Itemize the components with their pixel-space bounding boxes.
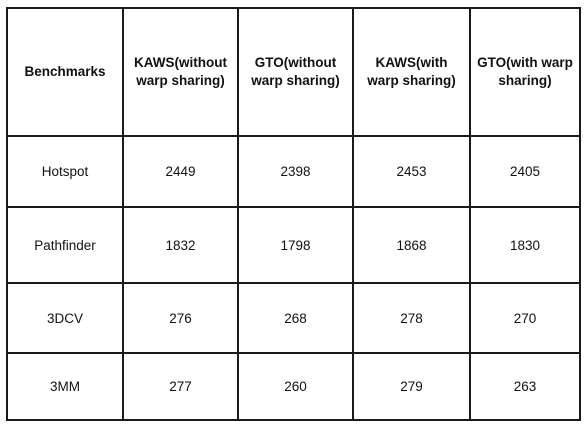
cell-gto-with: 1830 [469,206,581,284]
table-row: 3DCV 276 268 278 270 [6,282,581,354]
cell-gto-without: 268 [237,282,354,354]
cell-gto-with: 2405 [469,135,581,208]
cell-benchmark: 3MM [6,352,124,421]
cell-gto-without: 2398 [237,135,354,208]
cell-kaws-with: 1868 [352,206,471,284]
cell-kaws-without: 2449 [122,135,239,208]
cell-kaws-with: 279 [352,352,471,421]
cell-benchmark: Pathfinder [6,206,124,284]
cell-kaws-with: 2453 [352,135,471,208]
cell-gto-with: 270 [469,282,581,354]
cell-kaws-without: 1832 [122,206,239,284]
cell-kaws-with: 278 [352,282,471,354]
header-gto-without-warp-sharing: GTO(without warp sharing) [237,7,354,137]
cell-gto-without: 1798 [237,206,354,284]
benchmark-table: Benchmarks KAWS(without warp sharing) GT… [6,7,581,421]
table-row: 3MM 277 260 279 263 [6,352,581,421]
cell-kaws-without: 276 [122,282,239,354]
header-kaws-without-warp-sharing: KAWS(without warp sharing) [122,7,239,137]
header-kaws-with-warp-sharing: KAWS(with warp sharing) [352,7,471,137]
cell-gto-without: 260 [237,352,354,421]
table-header-row: Benchmarks KAWS(without warp sharing) GT… [6,7,581,137]
table-row: Hotspot 2449 2398 2453 2405 [6,135,581,208]
cell-benchmark: Hotspot [6,135,124,208]
table-row: Pathfinder 1832 1798 1868 1830 [6,206,581,284]
cell-benchmark: 3DCV [6,282,124,354]
cell-gto-with: 263 [469,352,581,421]
cell-kaws-without: 277 [122,352,239,421]
header-benchmarks: Benchmarks [6,7,124,137]
header-gto-with-warp-sharing: GTO(with warp sharing) [469,7,581,137]
